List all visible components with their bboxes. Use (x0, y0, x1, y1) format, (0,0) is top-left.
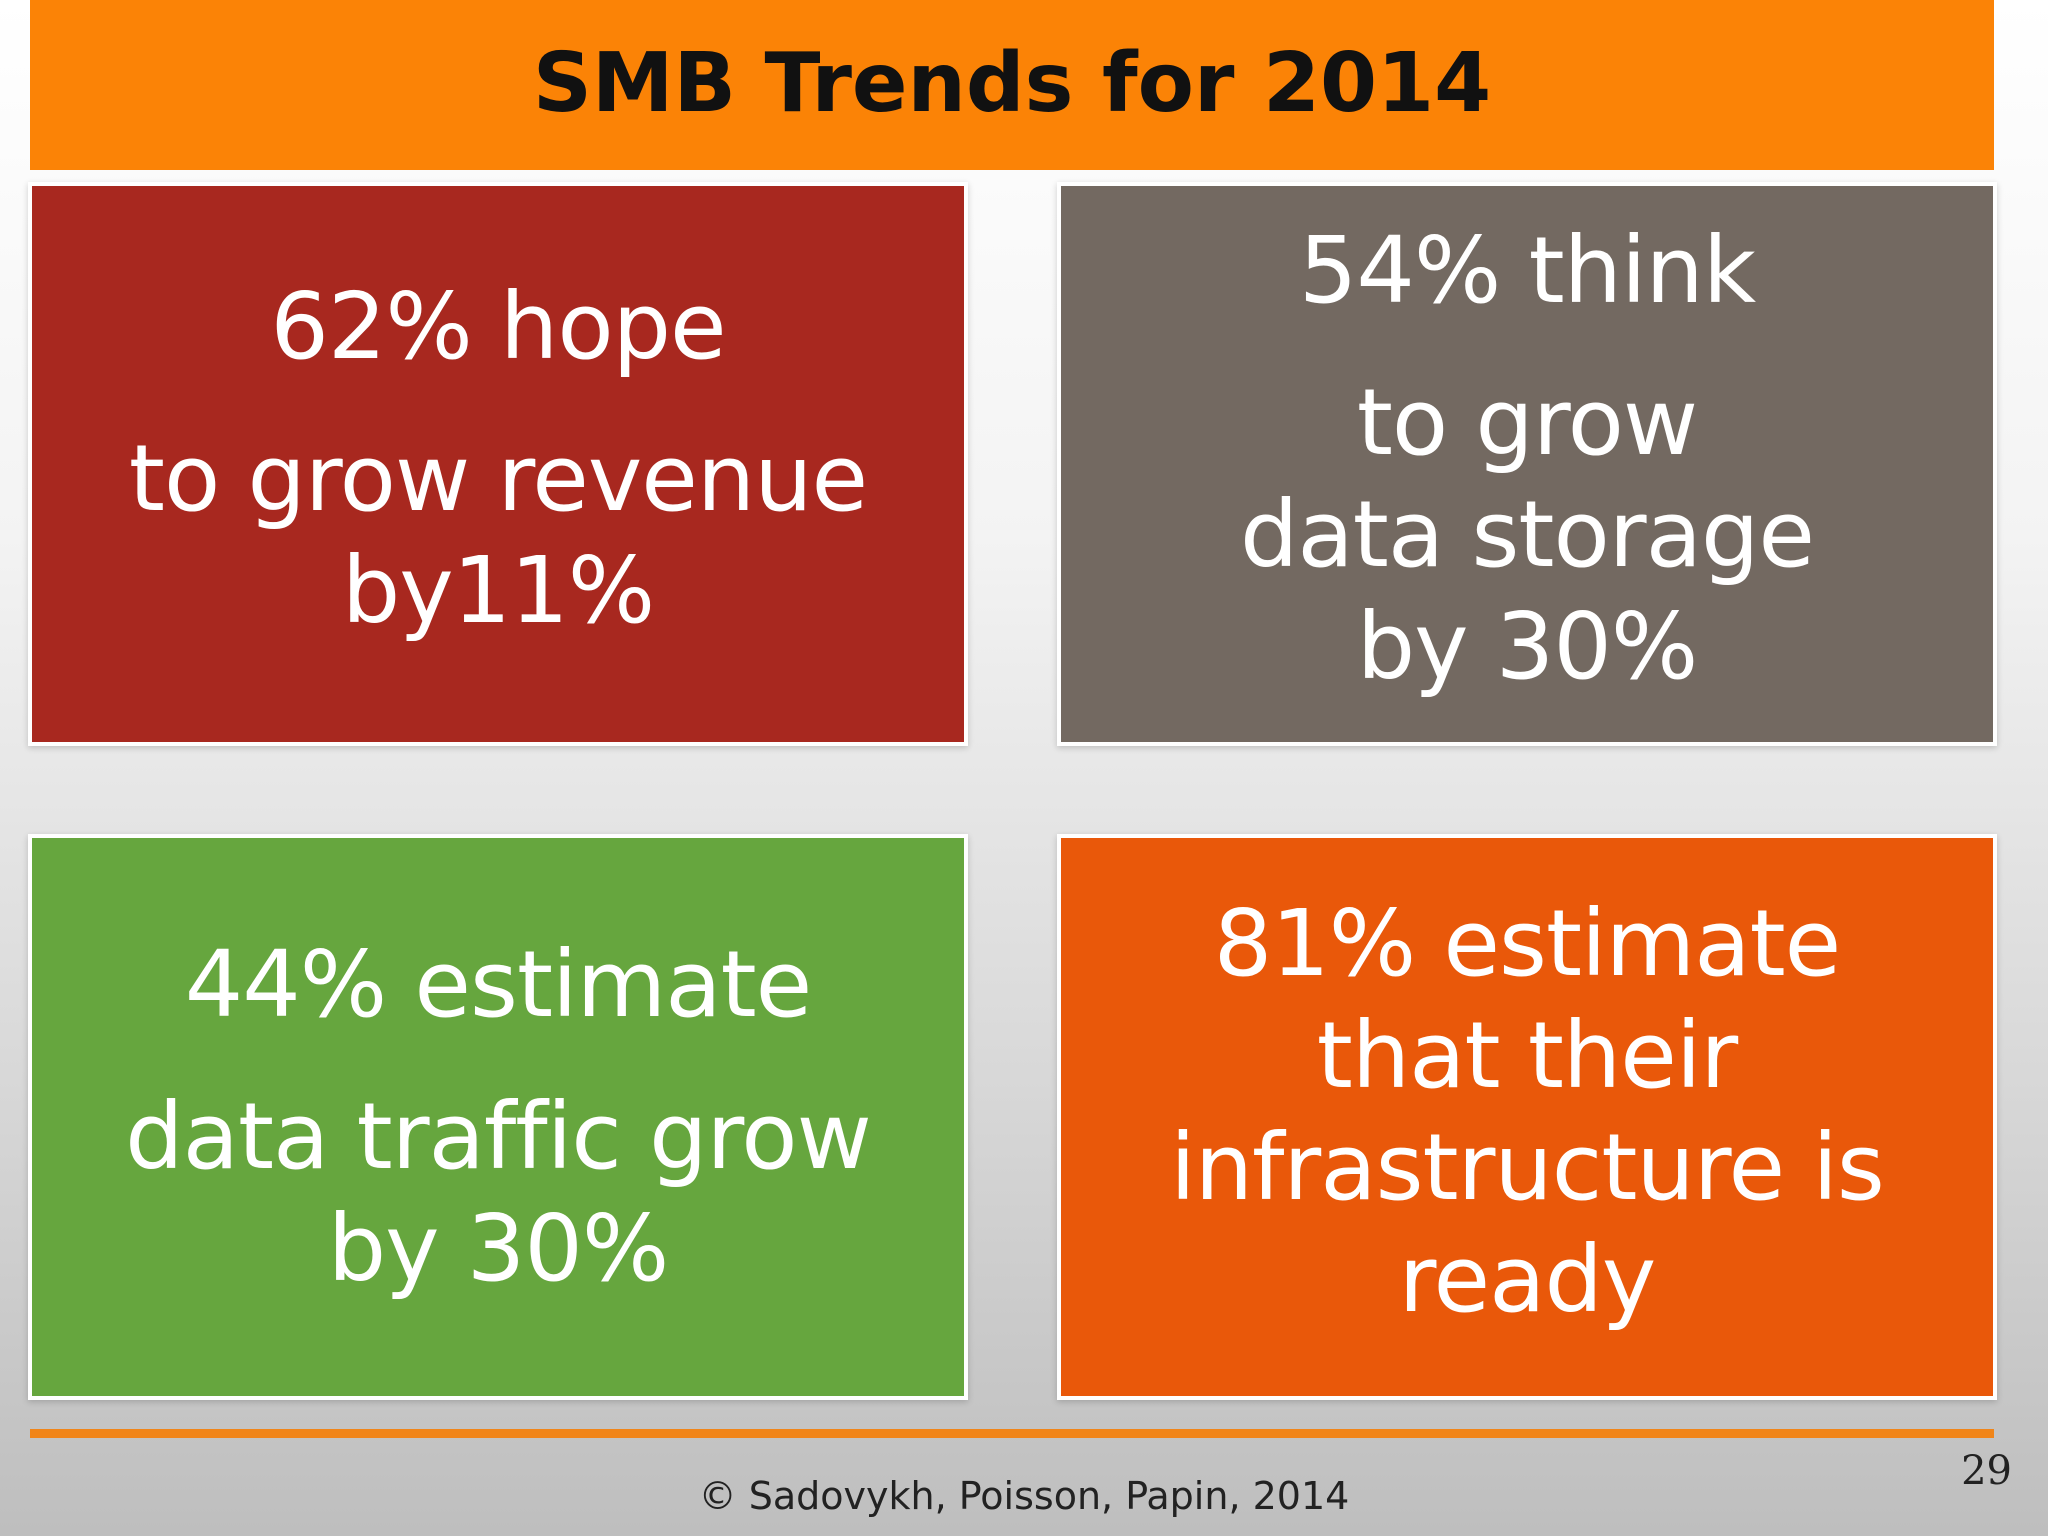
stat-box-content: 62% hope to grow revenue by11% (128, 271, 868, 647)
stat-text-line: infrastructure is (1170, 1114, 1885, 1221)
stat-headline: 54% think (1298, 217, 1756, 324)
stat-text-line: that their (1316, 1002, 1738, 1109)
stat-text-line: by11% (341, 537, 655, 644)
stat-box-content: 54% think to grow data storage by 30% (1240, 215, 1815, 703)
stat-text-line: by 30% (1356, 593, 1699, 700)
stat-headline: 62% hope (270, 273, 726, 380)
stat-box-content: 81% estimate that their infrastructure i… (1170, 888, 1885, 1336)
stat-text-line: data storage (1240, 481, 1815, 588)
title-bar: SMB Trends for 2014 (30, 0, 1994, 170)
stat-box-data-traffic: 44% estimate data traffic grow by 30% (28, 834, 968, 1400)
stat-box-revenue: 62% hope to grow revenue by11% (28, 182, 968, 746)
copyright-footer: © Sadovykh, Poisson, Papin, 2014 (698, 1474, 1350, 1518)
stat-text-line: to grow revenue (128, 425, 868, 532)
stat-headline: 44% estimate (184, 931, 813, 1038)
footer-divider (30, 1429, 1994, 1438)
stat-box-content: 44% estimate data traffic grow by 30% (125, 929, 872, 1305)
stat-text-line: data traffic grow (125, 1083, 872, 1190)
stat-text-line: ready (1398, 1226, 1657, 1333)
page-number: 29 (1961, 1448, 2012, 1494)
stat-text-line: to grow (1356, 369, 1698, 476)
slide-title: SMB Trends for 2014 (532, 35, 1492, 131)
stat-text-line: by 30% (327, 1195, 670, 1302)
stat-box-data-storage: 54% think to grow data storage by 30% (1057, 182, 1997, 746)
stat-box-infrastructure: 81% estimate that their infrastructure i… (1057, 834, 1997, 1400)
stat-headline: 81% estimate (1213, 890, 1842, 997)
